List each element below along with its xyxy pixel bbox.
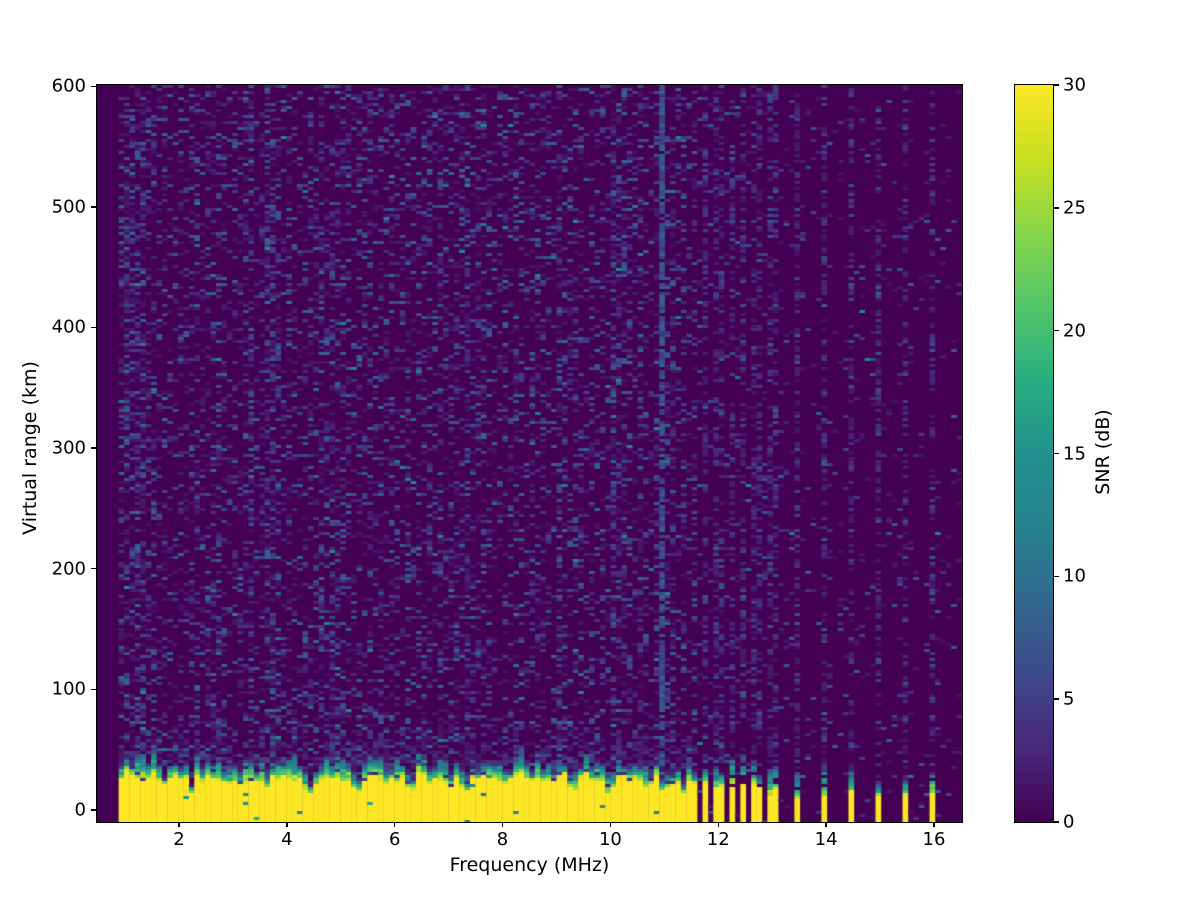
x-tick-mark xyxy=(609,822,612,827)
colorbar-tick-mark xyxy=(1054,698,1059,700)
colorbar-tick-label: 10 xyxy=(1063,565,1086,587)
colorbar-tick-mark xyxy=(1054,329,1059,332)
x-tick-mark xyxy=(717,822,719,827)
colorbar xyxy=(1014,84,1054,823)
y-tick-mark xyxy=(91,85,96,87)
x-tick-label: 10 xyxy=(598,829,622,850)
heatmap-canvas xyxy=(97,85,962,822)
y-tick-mark xyxy=(91,567,96,570)
colorbar-tick-mark xyxy=(1054,452,1059,455)
y-tick-mark xyxy=(91,809,96,811)
colorbar-gradient xyxy=(1015,85,1053,822)
y-tick-label: 0 xyxy=(74,799,86,821)
y-tick-label: 100 xyxy=(51,678,86,700)
plot-area xyxy=(96,84,963,823)
x-tick-mark xyxy=(501,822,504,827)
y-tick-mark xyxy=(91,688,96,690)
y-tick-label: 200 xyxy=(51,558,86,580)
x-tick-mark xyxy=(178,822,180,827)
y-tick-mark xyxy=(91,206,96,208)
colorbar-tick-mark xyxy=(1054,207,1059,209)
x-axis-label: Frequency (MHz) xyxy=(449,854,610,876)
colorbar-tick-label: 0 xyxy=(1063,811,1075,833)
x-tick-label: 8 xyxy=(496,829,509,850)
colorbar-tick-label: 20 xyxy=(1063,320,1086,342)
colorbar-tick-mark xyxy=(1054,575,1059,578)
colorbar-tick-mark xyxy=(1054,84,1059,86)
x-tick-label: 16 xyxy=(922,829,946,850)
x-tick-label: 2 xyxy=(173,829,185,850)
x-tick-label: 4 xyxy=(281,829,293,850)
y-tick-mark xyxy=(91,326,96,329)
x-tick-label: 6 xyxy=(388,829,401,850)
y-tick-label: 300 xyxy=(51,437,86,459)
x-tick-mark xyxy=(286,822,288,827)
colorbar-tick-label: 5 xyxy=(1063,688,1075,710)
colorbar-tick-label: 30 xyxy=(1063,74,1086,96)
y-tick-mark xyxy=(91,447,96,449)
colorbar-tick-label: 15 xyxy=(1063,443,1086,464)
x-tick-mark xyxy=(393,822,396,827)
x-tick-mark xyxy=(825,822,827,827)
y-tick-label: 600 xyxy=(51,75,86,97)
colorbar-label: SNR (dB) xyxy=(1092,409,1114,495)
colorbar-tick-mark xyxy=(1054,821,1059,823)
x-tick-mark xyxy=(933,822,935,827)
x-tick-label: 12 xyxy=(706,829,730,850)
y-tick-label: 500 xyxy=(51,196,86,218)
x-tick-label: 14 xyxy=(814,829,838,850)
y-tick-label: 400 xyxy=(51,316,86,338)
colorbar-tick-label: 25 xyxy=(1063,197,1086,219)
